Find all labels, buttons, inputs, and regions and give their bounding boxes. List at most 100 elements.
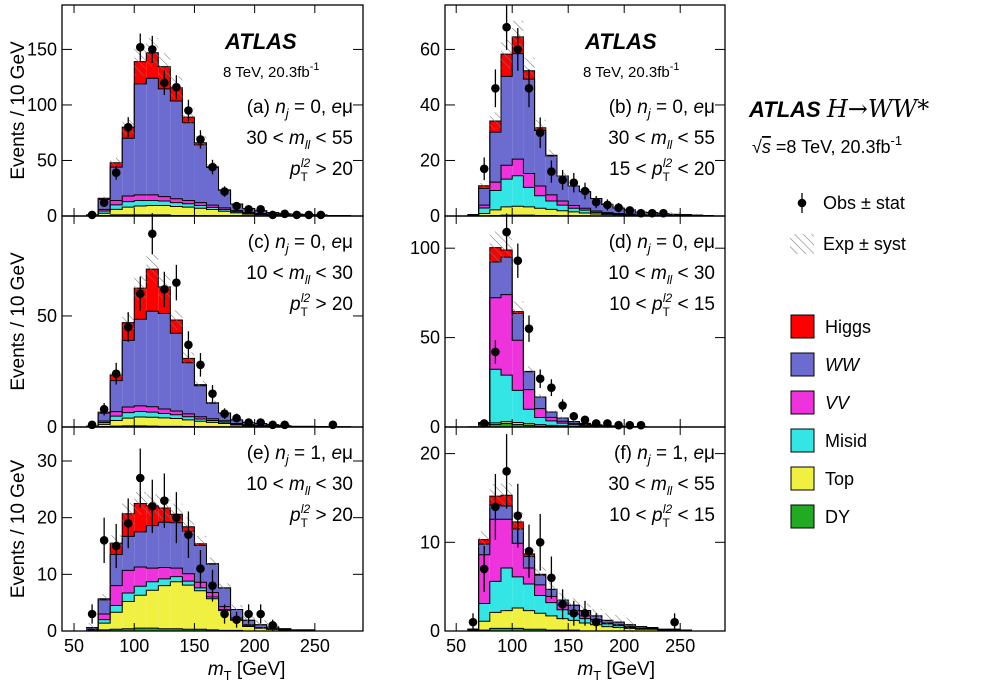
bar-ww-c xyxy=(146,311,159,407)
bar-misid-f xyxy=(523,583,535,611)
bar-top-a xyxy=(230,212,243,216)
cut-sup-b-f: l2 xyxy=(663,502,673,516)
flavor-mu-c: μ xyxy=(342,232,353,253)
bar-top-d xyxy=(501,421,513,424)
syst-band-f xyxy=(478,531,490,548)
bar-vv-f xyxy=(534,584,546,596)
bar-top-f xyxy=(579,623,591,631)
data-point-a xyxy=(111,168,121,177)
bar-dy-e xyxy=(194,629,207,631)
bar-ww-c xyxy=(182,362,195,414)
syst-band-b xyxy=(478,183,490,189)
panel-b: 0 20 40 60 ATLAS 8 TeV, 20.3fb-1 (b) nj = 0, e… xyxy=(420,4,726,226)
bar-vv-a xyxy=(158,196,171,202)
data-point-f xyxy=(502,467,511,476)
bar-misid-f xyxy=(545,602,557,616)
cut-var-b-c: p xyxy=(289,294,301,315)
lumi-label-a: 8 TeV, 20.3fb-1 xyxy=(223,61,320,81)
y-tick-label-a: 50 xyxy=(37,150,57,170)
cut-b-e: pTl2 > 20 xyxy=(289,502,353,530)
bar-dy-d xyxy=(512,424,524,427)
data-point-c xyxy=(123,322,133,332)
bar-misid-c xyxy=(218,422,231,424)
cut-sup-b-b: l2 xyxy=(663,156,673,170)
legend-label-ww: WW xyxy=(825,355,861,375)
data-point-d xyxy=(535,374,545,384)
flavor-e-a: e xyxy=(331,97,342,118)
bar-vv-a xyxy=(146,194,159,201)
bar-ww-a xyxy=(122,138,135,197)
data-point-a xyxy=(280,209,290,219)
bar-vv-a xyxy=(98,209,111,212)
lumi-text-b: 8 TeV, 20.3fb xyxy=(583,64,670,81)
bar-misid-e xyxy=(182,581,195,586)
data-point-c xyxy=(244,418,253,427)
bar-ww-c xyxy=(194,385,207,417)
bar-top-c xyxy=(158,417,171,427)
panel-frame-f xyxy=(444,426,726,632)
flavor-e-c: e xyxy=(331,232,342,253)
bar-top-f xyxy=(512,607,524,629)
legend-label-misid: Misid xyxy=(825,431,867,451)
x-tick-label-e: 200 xyxy=(240,636,270,656)
syst-band-b xyxy=(545,149,557,161)
panel-label-e: (e) nj = 1, eμ xyxy=(247,443,353,467)
panel-frame-e xyxy=(61,426,364,632)
nj-symbol-a: n xyxy=(275,97,286,118)
bar-dy-e xyxy=(122,628,135,631)
bar-misid-a xyxy=(134,200,147,207)
bar-ww-c xyxy=(158,313,171,410)
cut-post-b-f: < 15 xyxy=(672,505,715,526)
nj-sub-d: j xyxy=(646,241,652,256)
bar-ww-e xyxy=(110,554,123,586)
syst-band-e xyxy=(86,623,99,633)
bar-ww-e xyxy=(98,599,111,614)
bar-misid-a xyxy=(230,211,243,213)
data-point-c xyxy=(280,420,290,430)
bar-misid-b xyxy=(590,212,602,215)
data-point-c xyxy=(220,409,229,418)
cut-post-b-a: > 20 xyxy=(310,159,353,180)
bar-top-d xyxy=(545,425,557,427)
legend-swatch-dy xyxy=(790,504,815,529)
y-tick-label-b: 0 xyxy=(430,206,440,226)
bar-misid-b xyxy=(478,207,490,214)
data-point-b xyxy=(625,206,635,215)
legend-process: H→WW* xyxy=(826,95,929,123)
x-axis-var-f: m xyxy=(577,659,593,680)
bar-vv-c xyxy=(98,421,111,423)
y-tick-label-a: 100 xyxy=(27,95,57,115)
bar-vv-b xyxy=(590,211,602,213)
cut-var-a-e: m xyxy=(289,474,305,495)
panel-label-b: (b) nj = 0, eμ xyxy=(609,97,715,121)
bar-ww-d xyxy=(523,371,535,390)
bar-ww-d xyxy=(545,411,557,418)
bar-top-e xyxy=(110,612,123,630)
bar-ww-e xyxy=(158,522,171,568)
x-tick-label-e: 100 xyxy=(119,636,149,656)
bar-top-c xyxy=(230,425,243,427)
data-point-d xyxy=(580,415,590,425)
syst-band-f xyxy=(624,617,636,632)
syst-band-f xyxy=(534,567,546,582)
bar-top-e xyxy=(158,585,171,629)
bar-vv-b xyxy=(579,208,591,211)
cut-post-a-e: < 30 xyxy=(310,474,353,495)
cut-var-a-f: m xyxy=(651,474,667,495)
cut-post-b-c: > 20 xyxy=(310,294,353,315)
bar-ww-e xyxy=(122,536,135,571)
bar-top-e xyxy=(242,626,255,631)
x-axis-unit-f: [GeV] xyxy=(601,659,655,680)
bar-top-a xyxy=(254,214,267,216)
bar-misid-c xyxy=(206,420,219,423)
panel-id-a: (a) xyxy=(247,97,276,118)
data-point-c xyxy=(99,404,109,414)
x-axis-title-f: mT [GeV] xyxy=(577,659,655,683)
cut-pre-a-b: 30 < xyxy=(608,128,651,149)
bar-dy-d xyxy=(523,425,535,427)
bar-vv-c xyxy=(206,418,219,421)
data-point-d xyxy=(614,420,623,430)
bar-misid-c xyxy=(146,412,159,418)
data-point-f xyxy=(513,511,523,520)
